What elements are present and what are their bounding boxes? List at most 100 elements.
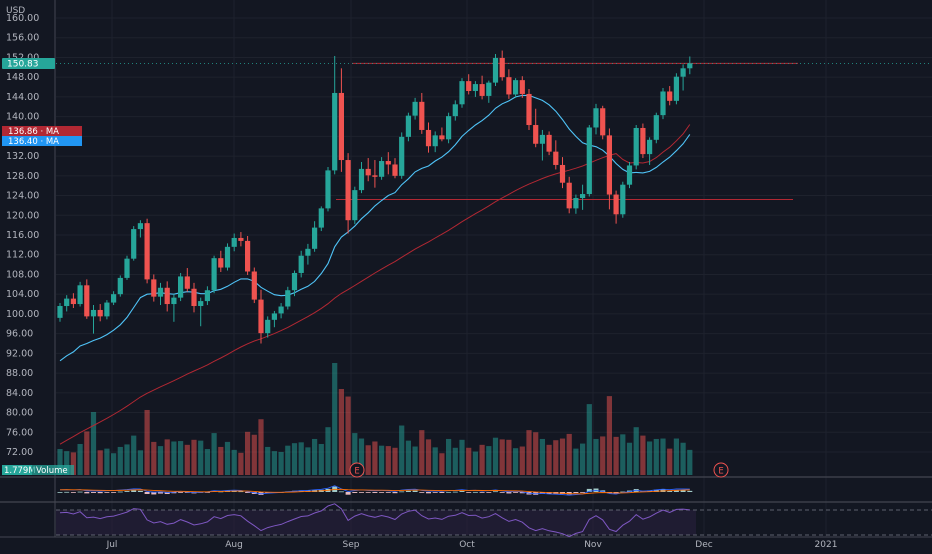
macd-line: [59, 485, 690, 496]
candle-body: [580, 194, 586, 199]
macd-histogram-bar: [352, 492, 358, 493]
volume-bar: [265, 446, 271, 475]
earnings-marker-sep[interactable]: E: [349, 462, 365, 478]
candle-body: [653, 115, 659, 140]
volume-bar: [151, 441, 157, 475]
earnings-marker-dec[interactable]: E: [713, 462, 729, 478]
macd-histogram-bar: [124, 491, 130, 492]
macd-histogram-bar: [144, 492, 150, 494]
price-tick-label: 96.00: [6, 329, 33, 340]
candle-body: [593, 108, 599, 128]
candle-body: [137, 223, 143, 230]
volume-bar: [271, 451, 277, 475]
candle-body: [365, 168, 371, 176]
candle-body: [251, 271, 257, 300]
ma-slow-tag: 136.86 · MA: [2, 126, 82, 137]
candle-body: [198, 301, 204, 307]
candle-body: [84, 285, 90, 317]
volume-bar: [157, 446, 164, 475]
macd-histogram-bar: [452, 491, 458, 493]
candle-body: [271, 313, 277, 320]
volume-bar: [104, 448, 110, 475]
macd-histogram-bar: [687, 490, 693, 492]
macd-histogram-bar: [345, 492, 351, 495]
volume-bar: [660, 438, 666, 475]
candle-body: [620, 184, 626, 215]
volume-bar: [680, 442, 686, 475]
macd-histogram-bar: [620, 491, 626, 493]
candle-body: [204, 290, 210, 302]
candle-body: [104, 302, 110, 317]
candle-body: [613, 194, 619, 215]
ma-slow-line[interactable]: [59, 124, 691, 445]
candle-body: [338, 92, 344, 161]
volume-bar: [285, 445, 291, 475]
candle-body: [278, 306, 284, 314]
macd-histogram-bar: [164, 492, 170, 495]
candle-body: [157, 287, 164, 297]
volume-bar: [687, 449, 693, 475]
candle-body: [131, 229, 137, 259]
price-axis[interactable]: 160.00156.00152.00148.00144.00140.00136.…: [6, 13, 39, 458]
candle-body: [513, 80, 519, 95]
earnings-marker-circle[interactable]: [349, 462, 365, 478]
volume-bar: [519, 446, 525, 475]
candle-body: [425, 129, 432, 147]
volume-bar: [97, 450, 103, 475]
volume-bar: [251, 434, 257, 475]
candle-body: [519, 80, 525, 94]
volume-bar: [533, 432, 539, 475]
candle-body: [191, 288, 197, 307]
time-axis[interactable]: Jul Aug Sep Oct Nov Dec 2021: [106, 540, 838, 550]
volume-bar: [425, 439, 432, 475]
volume-bar: [245, 431, 251, 475]
candlestick-series[interactable]: [57, 50, 693, 344]
price-tick-label: 160.00: [6, 13, 39, 24]
macd-histogram-bar: [111, 492, 117, 493]
volume-bar: [526, 430, 532, 475]
macd-histogram-bar: [580, 492, 586, 493]
macd-histogram-bar: [647, 490, 653, 492]
earnings-marker-circle[interactable]: [713, 462, 729, 478]
candle-body: [211, 258, 217, 291]
candle-body: [566, 182, 572, 209]
macd-histogram-bar: [131, 490, 137, 492]
volume-bar: [640, 435, 646, 475]
macd-histogram-bar: [466, 492, 472, 493]
price-tick-label: 144.00: [6, 92, 39, 103]
volume-bar: [164, 439, 170, 475]
macd-histogram-bar: [513, 492, 519, 493]
macd-histogram-bar: [499, 492, 505, 493]
candle-body: [452, 104, 458, 117]
last-price-tag-box: [2, 58, 55, 69]
candle-body: [358, 168, 365, 191]
macd-histogram-bar: [493, 491, 498, 493]
candle-body: [352, 190, 358, 221]
volume-bar: [338, 389, 344, 475]
macd-histogram-bar: [439, 492, 445, 493]
candle-body: [385, 161, 391, 165]
volume-bars: [57, 363, 693, 475]
macd-histogram-bar: [506, 492, 512, 494]
rsi-line[interactable]: [59, 503, 690, 538]
macd-histogram-bar: [178, 492, 184, 493]
volume-bar: [566, 433, 572, 475]
macd-histogram-bar: [77, 491, 83, 493]
candle-body: [298, 255, 304, 273]
macd-pane[interactable]: [57, 485, 693, 496]
volume-bar: [653, 438, 659, 475]
macd-histogram-bar: [359, 492, 364, 493]
candle-body: [446, 116, 452, 140]
volume-bar: [606, 396, 612, 475]
macd-histogram-bar: [137, 490, 143, 492]
candle-body: [77, 285, 83, 305]
earnings-marker-label: E: [354, 467, 359, 477]
candle-body: [633, 127, 639, 166]
price-tick-label: 80.00: [6, 408, 33, 419]
price-tick-label: 128.00: [6, 171, 39, 182]
horizontal-levels[interactable]: [56, 62, 932, 201]
candle-body: [178, 276, 184, 298]
candle-body: [526, 93, 532, 126]
